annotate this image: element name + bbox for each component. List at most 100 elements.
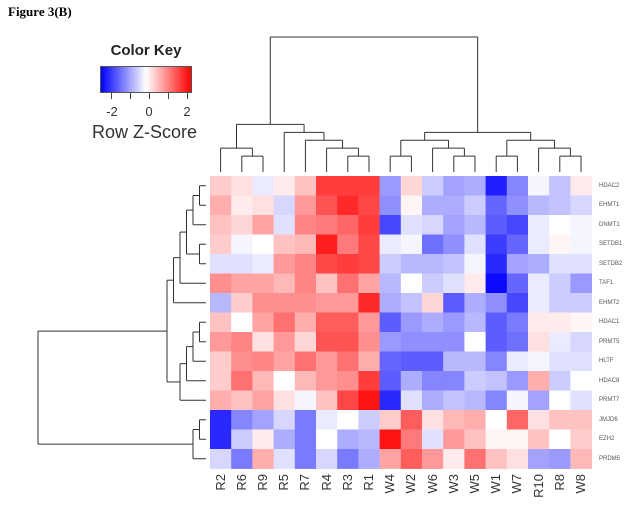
heatmap-cell	[528, 332, 550, 352]
heatmap-cell	[422, 449, 444, 469]
heatmap-cell	[570, 332, 592, 352]
heatmap-cell	[422, 293, 444, 313]
heatmap-cell	[337, 293, 359, 313]
heatmap-cell	[379, 429, 402, 450]
column-label: W5	[467, 474, 482, 494]
heatmap-cell	[443, 351, 465, 372]
color-key-tick-label: 0	[145, 104, 153, 119]
heatmap-cell	[400, 195, 423, 216]
heatmap-cell	[506, 410, 529, 430]
heatmap-cell	[485, 215, 508, 235]
heatmap-cell	[528, 176, 550, 196]
heatmap-cell	[294, 312, 317, 333]
heatmap-cell	[294, 293, 317, 313]
heatmap-cell	[400, 215, 423, 235]
heatmap-cell	[316, 371, 338, 391]
heatmap-cell	[464, 449, 486, 469]
heatmap-cell	[485, 332, 508, 352]
heatmap-cell	[570, 410, 592, 430]
heatmap-cell	[231, 332, 253, 352]
heatmap-cell	[549, 332, 571, 352]
heatmap-cell	[337, 449, 359, 469]
heatmap-cell	[400, 351, 423, 372]
heatmap-cell	[528, 254, 550, 274]
heatmap-cell	[506, 312, 529, 333]
heatmap-cell	[549, 449, 571, 469]
heatmap-cell	[231, 176, 253, 196]
heatmap-cell	[210, 176, 232, 196]
heatmap-cell	[443, 234, 465, 255]
heatmap-cell	[273, 390, 296, 411]
heatmap-cell	[294, 273, 317, 294]
heatmap-cell	[316, 293, 338, 313]
heatmap-cell	[294, 449, 317, 469]
heatmap-cell	[337, 215, 359, 235]
heatmap-cell	[337, 273, 359, 294]
heatmap-cell	[443, 332, 465, 352]
heatmap-cell	[528, 371, 550, 391]
heatmap-cell	[485, 176, 508, 196]
heatmap-cell	[337, 234, 359, 255]
heatmap-cell	[379, 176, 402, 196]
heatmap-cell	[422, 371, 444, 391]
heatmap-cell	[400, 254, 423, 274]
heatmap-cell	[400, 371, 423, 391]
heatmap-cell	[443, 371, 465, 391]
heatmap-cell	[252, 195, 274, 216]
row-dendrogram	[37, 185, 206, 460]
column-label: R3	[339, 474, 355, 491]
heatmap-cell	[400, 390, 423, 411]
color-key-title: Color Key	[110, 42, 182, 59]
column-label: W2	[403, 474, 419, 494]
heatmap-cell	[337, 312, 359, 333]
heatmap-cell	[316, 429, 338, 450]
heatmap-cell	[379, 449, 402, 469]
heatmap-cell	[464, 390, 486, 411]
heatmap-cell	[570, 195, 592, 216]
heatmap-cell	[443, 429, 465, 450]
heatmap-cell	[273, 273, 296, 294]
heatmap-cell	[210, 351, 232, 372]
heatmap-cell	[422, 390, 444, 411]
heatmap-cell	[379, 371, 402, 391]
heatmap-cell	[273, 410, 296, 430]
heatmap-cell	[570, 449, 592, 469]
heatmap-cell	[400, 312, 423, 333]
color-key-tick	[168, 93, 169, 99]
heatmap-cell	[549, 195, 571, 216]
heatmap-cell	[210, 293, 232, 313]
heatmap-cell	[506, 429, 529, 450]
heatmap-cell	[294, 254, 317, 274]
heatmap-cell	[464, 410, 486, 430]
heatmap-cell	[252, 215, 274, 235]
heatmap-cell	[485, 449, 508, 469]
heatmap-cell	[231, 351, 253, 372]
heatmap-cell	[400, 429, 423, 450]
heatmap-cell	[464, 332, 486, 352]
heatmap-cell	[570, 312, 592, 333]
heatmap-cell	[316, 254, 338, 274]
heatmap-cell	[358, 351, 380, 372]
row-label: JMJD6	[599, 416, 618, 423]
heatmap-cell	[422, 176, 444, 196]
heatmap-cell	[422, 273, 444, 294]
heatmap-cell	[358, 429, 380, 450]
heatmap-cell	[358, 371, 380, 391]
heatmap-cell	[549, 410, 571, 430]
heatmap-cell	[506, 215, 529, 235]
row-label: HDAC8	[599, 377, 620, 384]
heatmap-cell	[464, 312, 486, 333]
heatmap-cell	[464, 234, 486, 255]
heatmap-cell	[358, 332, 380, 352]
heatmap-cell	[506, 234, 529, 255]
heatmap-cell	[422, 312, 444, 333]
heatmap-cell	[549, 234, 571, 255]
heatmap-cell	[485, 273, 508, 294]
heatmap-cell	[210, 410, 232, 430]
heatmap-cell	[337, 429, 359, 450]
heatmap-cell	[316, 215, 338, 235]
heatmap-cell	[358, 273, 380, 294]
heatmap-cell	[549, 254, 571, 274]
heatmap-cell	[549, 312, 571, 333]
heatmap-cell	[422, 215, 444, 235]
